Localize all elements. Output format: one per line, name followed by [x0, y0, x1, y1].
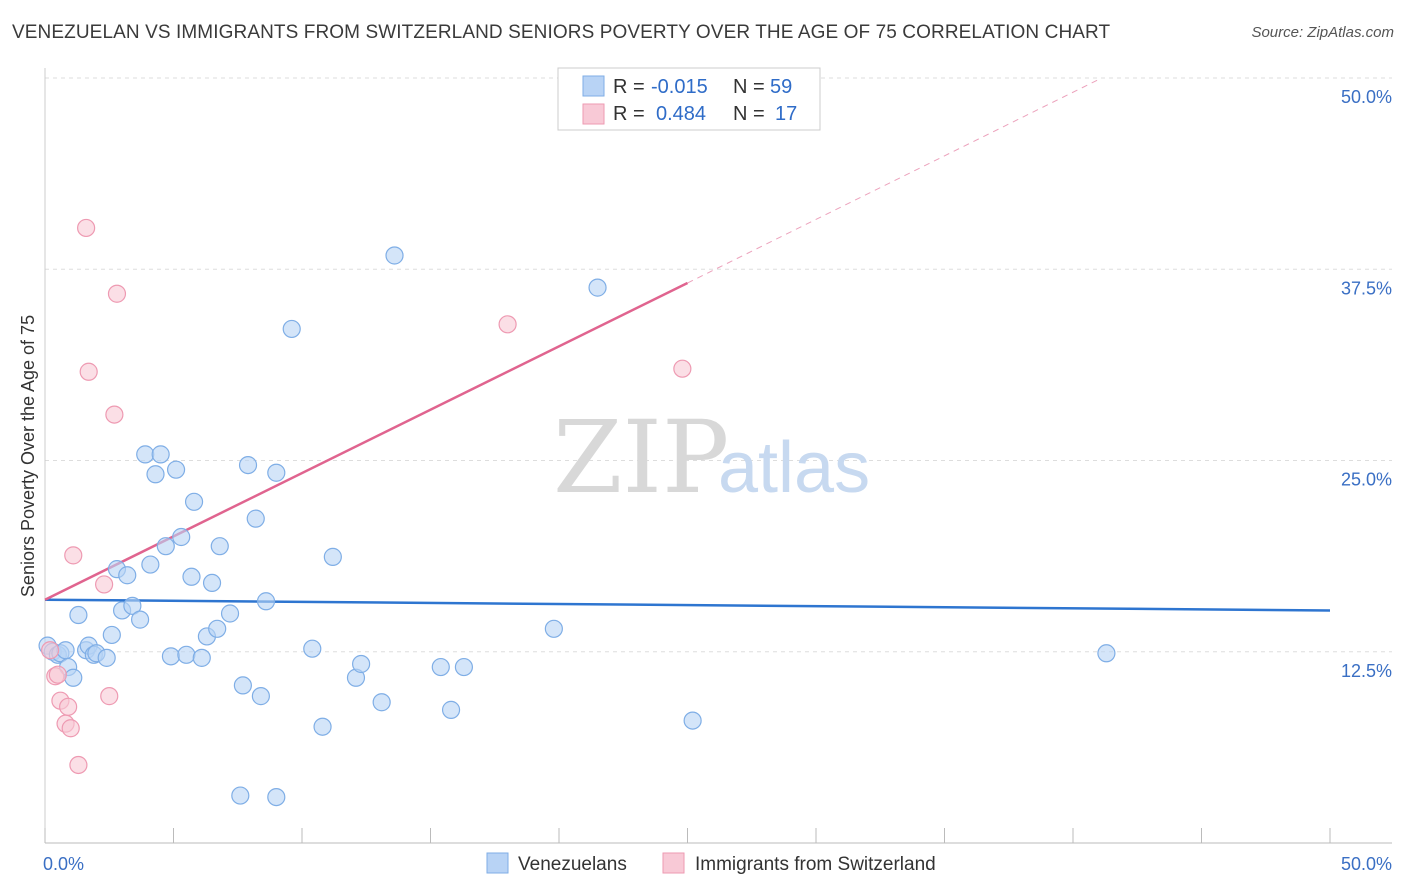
- venezuelan-point-52: [431, 657, 450, 677]
- bottom-legend-swatch-venezuelans: [486, 852, 509, 874]
- legend: R = -0.015 N = 59 R = 0.484 N = 17: [557, 67, 821, 131]
- watermark: ZIP atlas: [553, 399, 870, 516]
- venezuelan-point-4: [56, 641, 75, 660]
- legend-n-label-2: N =: [733, 103, 765, 125]
- venezuelan-point-36: [231, 786, 250, 805]
- swiss-trend-line: [44, 281, 689, 601]
- swiss-point-10: [79, 362, 98, 381]
- y-tick-label-2: 37.5%: [1341, 278, 1392, 298]
- swiss-point-0: [41, 641, 60, 660]
- legend-n-value-2: 17: [775, 103, 797, 125]
- venezuelan-point-51: [385, 246, 404, 265]
- swiss-point-2: [48, 665, 67, 684]
- venezuelan-point-57: [683, 711, 702, 730]
- venezuelan-point-43: [267, 787, 286, 807]
- bottom-legend-swiss: Immigrants from Switzerland: [695, 854, 936, 875]
- legend-r-value-2: 0.484: [656, 103, 706, 125]
- venezuelan-point-23: [156, 537, 175, 556]
- legend-n-label-1: N =: [733, 76, 765, 98]
- swiss-point-11: [95, 575, 114, 594]
- venezuelan-point-49: [352, 654, 371, 674]
- swiss-point-5: [59, 697, 78, 716]
- venezuelan-point-25: [166, 460, 186, 479]
- venezuelan-point-45: [303, 639, 322, 658]
- venezuelan-point-32: [202, 573, 222, 593]
- venezuelan-point-16: [118, 566, 137, 585]
- venezuelan-point-29: [184, 492, 204, 511]
- venezuelan-point-44: [282, 319, 301, 339]
- watermark-atlas: atlas: [718, 428, 870, 508]
- swiss-point-12: [100, 687, 119, 706]
- y-tick-label-1: 25.0%: [1341, 470, 1392, 490]
- legend-r-label-2: R =: [613, 103, 645, 125]
- grid-lines: [45, 77, 1392, 653]
- swiss-point-13: [105, 405, 124, 424]
- swiss-point-7: [64, 546, 83, 565]
- venezuelan-point-21: [146, 465, 165, 484]
- venezuelan-point-13: [102, 625, 121, 645]
- venezuelan-point-41: [256, 592, 276, 611]
- venezuelan-point-56: [588, 278, 607, 297]
- venezuelan-point-33: [208, 619, 227, 638]
- venezuelan-point-7: [69, 605, 88, 625]
- x-tick-label-0: 0.0%: [43, 854, 84, 874]
- venezuelan-point-53: [441, 700, 461, 719]
- venezuelan-point-24: [161, 647, 181, 666]
- data-points: [38, 218, 1116, 807]
- trend-lines: [44, 79, 1331, 612]
- y-tick-label-0: 12.5%: [1341, 661, 1392, 681]
- legend-r-value-1: -0.015: [651, 76, 708, 98]
- venezuelan-point-28: [182, 567, 201, 586]
- y-tick-label-3: 50.0%: [1341, 87, 1392, 107]
- y-axis-title: Seniors Poverty Over the Age of 75: [18, 315, 38, 597]
- chart-title: VENEZUELAN VS IMMIGRANTS FROM SWITZERLAN…: [12, 22, 1111, 43]
- bottom-legend: Venezuelans Immigrants from Switzerland: [486, 852, 936, 875]
- venezuelan-point-17: [123, 596, 142, 615]
- venezuelan-point-47: [323, 547, 342, 566]
- source-credit: Source: ZipAtlas.com: [1251, 24, 1394, 41]
- venezuelan-point-12: [97, 648, 116, 667]
- swiss-point-8: [69, 755, 88, 775]
- venezuelan-point-37: [233, 676, 252, 695]
- venezuelan-point-39: [246, 509, 265, 528]
- swiss-point-6: [61, 719, 80, 738]
- venezuelan-point-42: [267, 463, 286, 482]
- venezuelan-point-22: [151, 445, 170, 464]
- venezuelan-point-26: [172, 527, 191, 547]
- legend-r-label-1: R =: [613, 76, 645, 98]
- venezuelan-point-54: [454, 657, 474, 677]
- venezuelan-point-46: [313, 717, 332, 736]
- tick-labels: 12.5% 25.0% 37.5% 50.0% 0.0% 50.0%: [43, 87, 1392, 874]
- venezuelan-point-50: [372, 693, 391, 712]
- bottom-legend-swatch-swiss: [662, 852, 685, 874]
- venezuelan-point-30: [192, 648, 211, 667]
- venezuelan-point-40: [251, 687, 270, 706]
- watermark-zip: ZIP: [553, 399, 729, 516]
- venezuelan-point-19: [136, 445, 155, 464]
- venezuelan-point-6: [64, 668, 83, 687]
- venezuelan-point-35: [220, 604, 240, 623]
- legend-swatch-swiss: [582, 103, 605, 125]
- swiss-point-16: [673, 359, 692, 378]
- bottom-legend-venezuelans: Venezuelans: [518, 854, 627, 875]
- venezuelan-point-58: [1097, 644, 1116, 663]
- venezuelan-point-34: [210, 537, 229, 556]
- axes: [44, 68, 1392, 844]
- swiss-point-9: [77, 218, 96, 238]
- venezuelan-point-27: [177, 645, 196, 664]
- x-tick-label-1: 50.0%: [1341, 854, 1392, 874]
- legend-swatch-venezuelans: [582, 75, 605, 97]
- swiss-point-15: [498, 315, 517, 334]
- legend-n-value-1: 59: [770, 76, 792, 98]
- venezuelan-point-18: [130, 610, 150, 629]
- swiss-point-14: [107, 284, 127, 303]
- venezuelan-point-38: [238, 455, 258, 475]
- venezuelan-point-20: [141, 555, 160, 574]
- venezuelan-point-55: [544, 619, 563, 638]
